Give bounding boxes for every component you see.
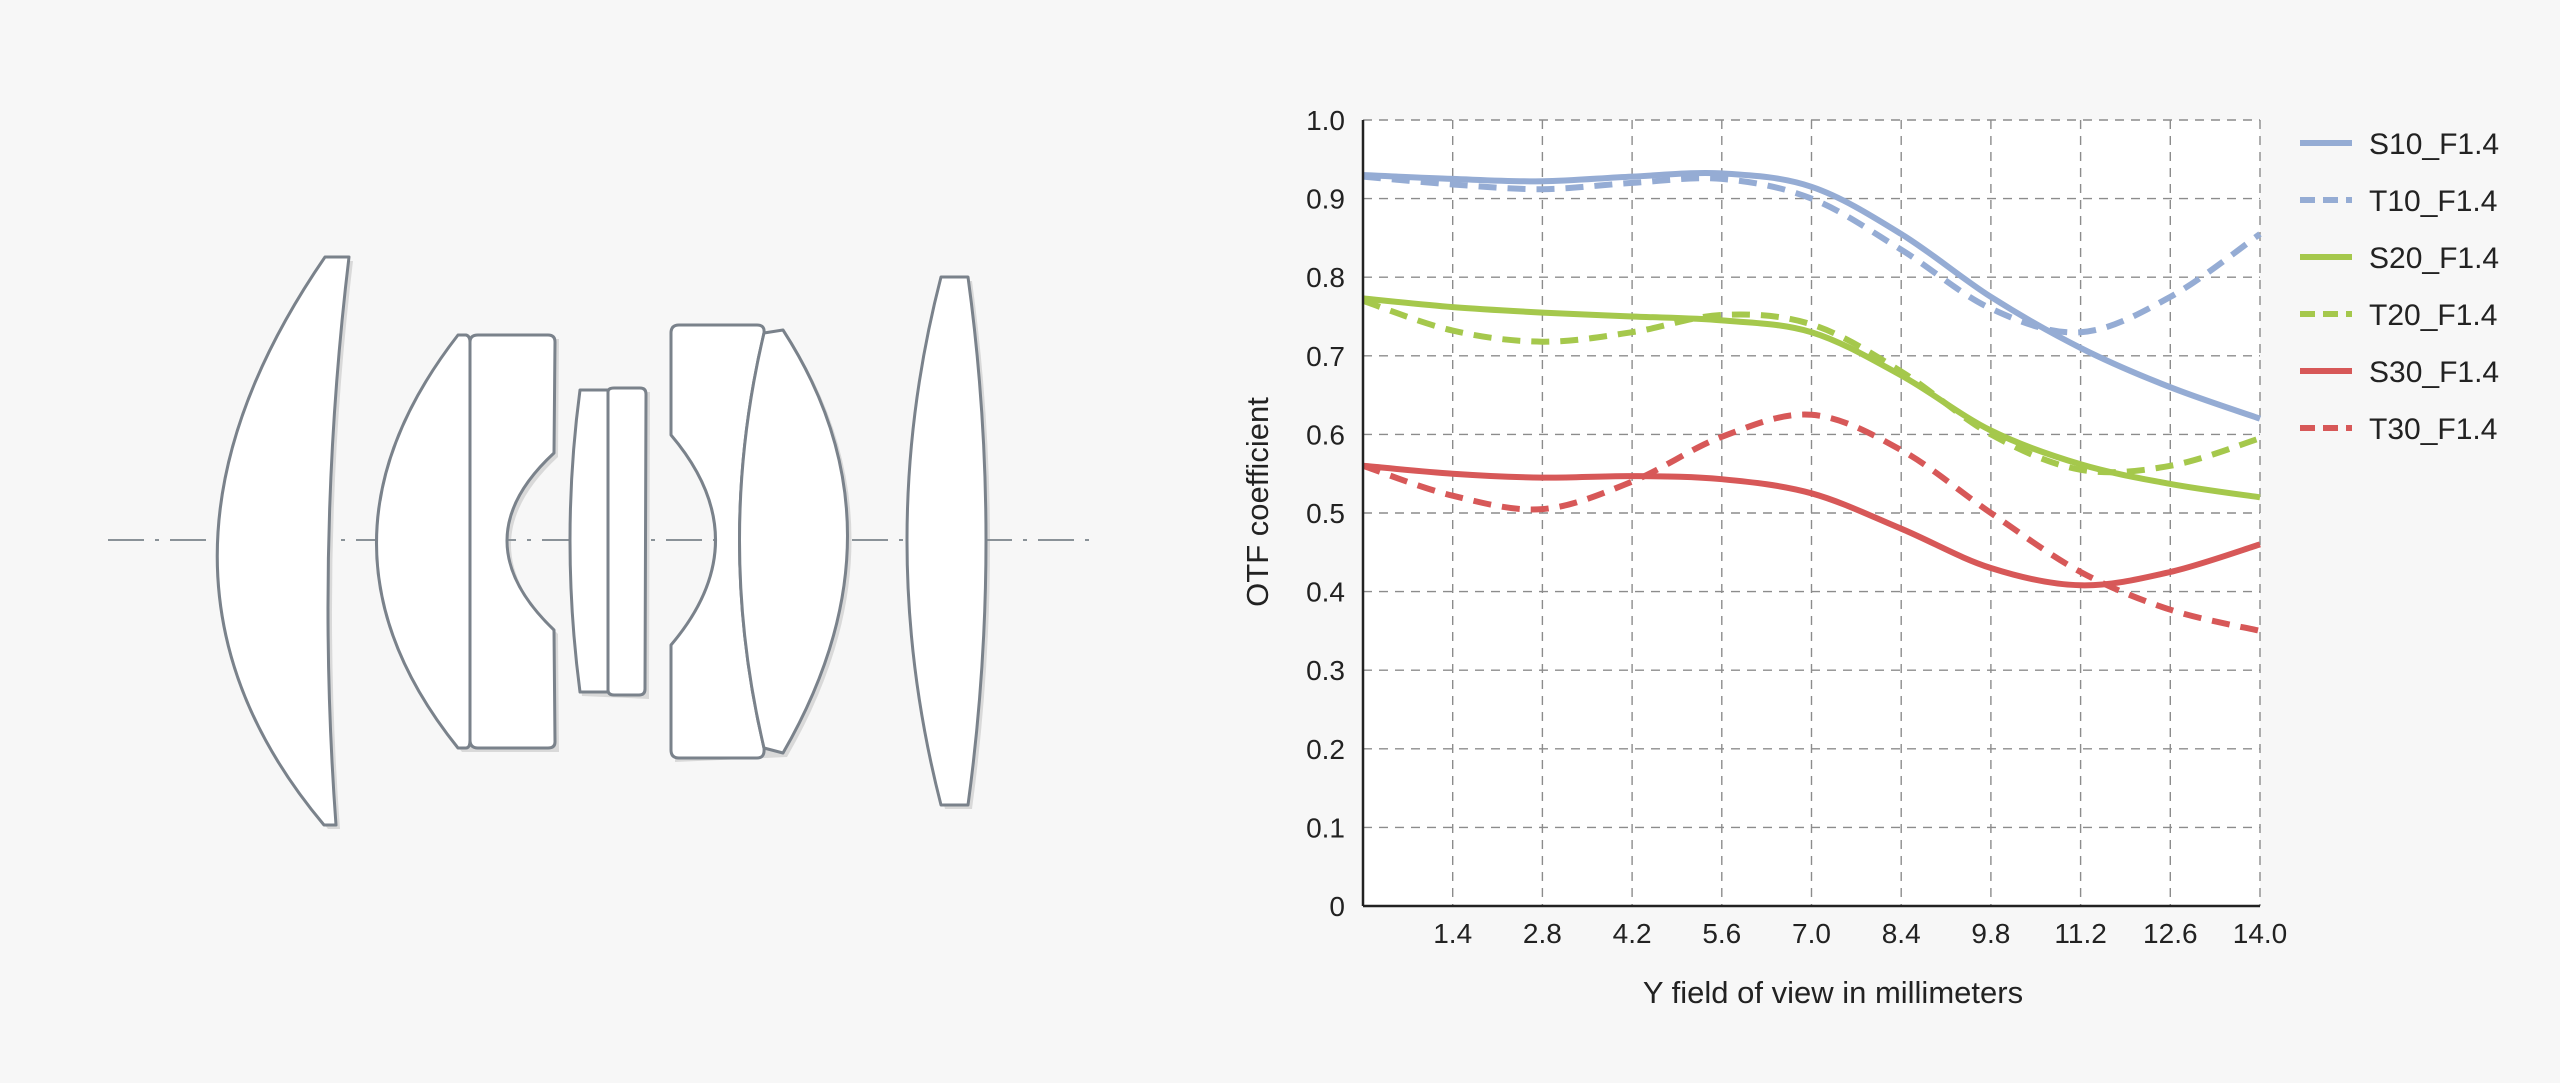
x-tick-label: 12.6 [2143,918,2198,949]
lens-element-2 [375,333,472,750]
x-tick-label: 2.8 [1523,918,1562,949]
x-tick-label: 8.4 [1882,918,1921,949]
series-line-T20_F1.4 [1362,297,2261,476]
y-tick-label: 0.3 [1306,655,1345,686]
x-tick-label: 4.2 [1613,918,1652,949]
lens-element-7 [738,328,849,755]
y-tick-label: 0.4 [1306,577,1345,608]
series-lines [1362,169,2262,634]
legend: S10_F1.4 T10_F1.4 S20_F1.4 T20_F1.4 S30_F1.4… [2300,128,2499,446]
lens-element-3 [468,333,557,750]
x-tick-label: 1.4 [1433,918,1472,949]
legend-label-T20_F1.4: T20_F1.4 [2369,299,2497,332]
series-line-T30_F1.4 [1362,411,2261,634]
lens-element-4 [568,388,610,694]
legend-label-S30_F1.4: S30_F1.4 [2369,356,2499,389]
optical-lens-cross-section-diagram [108,255,1095,829]
y-tick-label: 0.9 [1306,184,1345,215]
x-tick-label: 14.0 [2233,918,2288,949]
x-tick-label: 9.8 [1971,918,2010,949]
otf-line-chart: 1.4 2.8 4.2 5.6 7.0 8.4 9.8 11.2 12.6 14.0 0 0.1 0.… [1240,105,2499,1010]
y-tick-label: 0.1 [1306,812,1345,843]
legend-label-S10_F1.4: S10_F1.4 [2369,128,2499,161]
lens-element-1 [215,255,351,827]
y-tick-label: 0 [1329,891,1345,922]
x-axis-title: Y field of view in millimeters [1643,975,2023,1010]
x-tick-label: 11.2 [2054,918,2106,949]
lens-element-8 [905,275,988,807]
y-tick-label: 1.0 [1306,105,1345,136]
legend-label-T10_F1.4: T10_F1.4 [2369,185,2497,218]
series-line-T10_F1.4 [1362,173,2262,336]
x-tick-label: 5.6 [1702,918,1741,949]
series-line-S10_F1.4 [1362,169,2262,422]
y-tick-label: 0.6 [1306,419,1345,450]
lens-element-5 [606,386,648,697]
x-tick-label: 7.0 [1792,918,1831,949]
y-tick-label: 0.7 [1306,341,1345,372]
y-tick-label: 0.8 [1306,262,1345,293]
legend-label-T30_F1.4: T30_F1.4 [2369,413,2497,446]
y-axis-title: OTF coefficient [1240,397,1275,607]
y-tick-label: 0.2 [1306,734,1345,765]
axes [1361,120,2260,908]
y-tick-labels: 0 0.1 0.2 0.3 0.4 0.5 0.6 0.7 0.8 0.9 1.0 [1306,105,1345,922]
legend-label-S20_F1.4: S20_F1.4 [2369,242,2499,275]
x-tick-labels: 1.4 2.8 4.2 5.6 7.0 8.4 9.8 11.2 12.6 14.0 [1433,918,2287,949]
y-tick-label: 0.5 [1306,498,1345,529]
gridlines [1363,119,2261,906]
